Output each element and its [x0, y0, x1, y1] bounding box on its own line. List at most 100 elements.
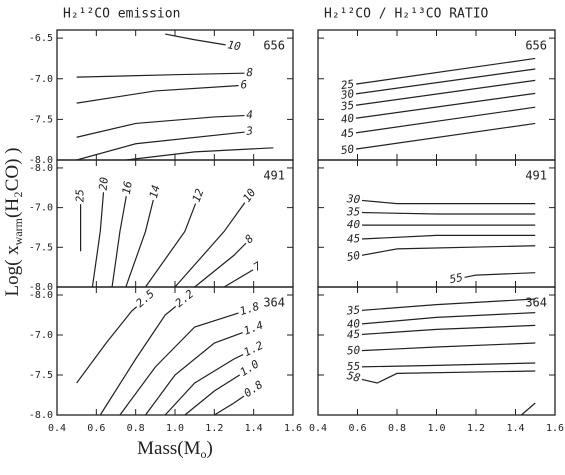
contour-line	[353, 342, 536, 352]
contour-line	[353, 312, 536, 326]
contour-label-text: 30	[339, 87, 355, 102]
x-tick-label: 0.6	[87, 423, 105, 434]
y-tick-label: -7.5	[29, 242, 53, 253]
y-tick-label: -7.0	[29, 203, 53, 214]
contour-label-text: 35	[345, 304, 360, 318]
x-tick-label: 0.4	[48, 423, 66, 434]
y-tick-label: -7.5	[29, 370, 53, 381]
label-backdrop	[446, 271, 466, 287]
contour-label-text: 45	[347, 232, 361, 246]
x-tick-label: 0.6	[348, 423, 366, 434]
label-backdrop	[236, 357, 263, 380]
label-backdrop	[344, 232, 363, 246]
label-backdrop	[171, 286, 198, 312]
panel-frame	[56, 286, 294, 416]
panel-label: 656	[263, 39, 285, 53]
contour-label: 1.2	[240, 338, 267, 360]
label-backdrop	[344, 206, 363, 219]
contour-label-text: 1.4	[242, 319, 265, 338]
label-backdrop	[343, 369, 364, 386]
contour-line	[184, 368, 251, 416]
contour-label: 50	[344, 249, 363, 265]
contour-label: 50	[344, 344, 363, 358]
contour-label: 1.4	[240, 319, 267, 339]
contour-label: 8	[241, 231, 258, 248]
label-backdrop	[238, 78, 250, 92]
contour-label-text: 58	[346, 369, 362, 385]
contour-line	[76, 298, 146, 384]
contour-label: 35	[344, 304, 363, 318]
contour-label-text: 50	[346, 249, 362, 264]
contour-line	[165, 33, 235, 47]
contour-line	[353, 362, 536, 368]
contour-label: 40	[338, 111, 357, 127]
contour-line	[353, 324, 536, 336]
label-backdrop	[244, 109, 256, 122]
contour-label-text: 55	[347, 360, 360, 373]
panel-title: H₂¹²CO / H₂¹³CO RATIO	[324, 7, 489, 22]
contour-line	[125, 191, 156, 288]
label-backdrop	[344, 360, 363, 374]
x-tick-label: 1.6	[284, 423, 302, 434]
contour-label: 6	[238, 78, 250, 92]
contour-label: 10	[224, 38, 244, 54]
contour-label-text: 40	[347, 218, 361, 231]
contour-label-text: 16	[120, 180, 135, 196]
label-backdrop	[132, 286, 159, 312]
x-tick-label: 1.2	[467, 423, 485, 434]
contour-label: 50	[338, 142, 357, 158]
panel-frame	[317, 286, 556, 416]
contour-label: 20	[97, 174, 111, 193]
label-backdrop	[344, 249, 363, 265]
label-backdrop	[338, 87, 357, 103]
label-backdrop	[243, 125, 256, 139]
contour-line	[145, 195, 200, 288]
contour-line	[76, 72, 250, 78]
y-tick-label: -7.0	[29, 74, 53, 85]
panel-title: H₂¹²CO emission	[63, 7, 180, 22]
y-tick-label: -7.0	[29, 330, 53, 341]
contour-label: 55	[344, 360, 363, 374]
contour-label-text: 45	[346, 328, 360, 342]
y-label-sub: warm	[11, 217, 25, 245]
y-label-part: Log( x	[2, 245, 23, 297]
contour-line	[353, 245, 536, 258]
y-tick-label: -8.0	[29, 290, 53, 301]
contour-line	[91, 183, 105, 288]
y-tick-label: -8.0	[29, 282, 53, 293]
x-tick-label: 0.8	[127, 423, 145, 434]
contour-line	[164, 348, 254, 416]
label-backdrop	[338, 126, 357, 142]
x-tick-label: 0.8	[388, 423, 406, 434]
x-tick-label: 1.2	[205, 423, 223, 434]
contour-label-text: 12	[190, 187, 207, 204]
label-backdrop	[344, 192, 363, 207]
x-tick-label: 0.4	[309, 423, 327, 434]
x-label-part: )	[207, 438, 213, 459]
contour-line	[347, 122, 536, 151]
contour-label: 16	[120, 178, 136, 198]
label-backdrop	[240, 338, 267, 360]
contour-label-text: 35	[346, 205, 360, 218]
y-tick-label: -7.5	[29, 114, 53, 125]
contour-line	[347, 68, 536, 96]
panel-label: 364	[525, 296, 547, 310]
label-backdrop	[241, 231, 258, 248]
contour-line	[347, 79, 536, 107]
contour-label: 10	[239, 185, 260, 207]
contour-line	[353, 199, 536, 205]
contour-label-text: 40	[346, 317, 361, 331]
contour-line	[111, 187, 129, 288]
contour-label-text: 25	[74, 189, 87, 202]
panel-label: 364	[263, 296, 285, 310]
panel-label: 491	[525, 169, 547, 183]
contour-line	[145, 328, 254, 416]
label-backdrop	[224, 38, 244, 54]
contour-line	[76, 130, 250, 161]
contour-label-text: 45	[340, 126, 355, 141]
label-backdrop	[236, 300, 263, 319]
panel-label: 491	[263, 169, 285, 183]
x-tick-label: 1.0	[166, 423, 184, 434]
label-backdrop	[250, 259, 266, 275]
x-tick-label: 1.4	[506, 423, 524, 434]
